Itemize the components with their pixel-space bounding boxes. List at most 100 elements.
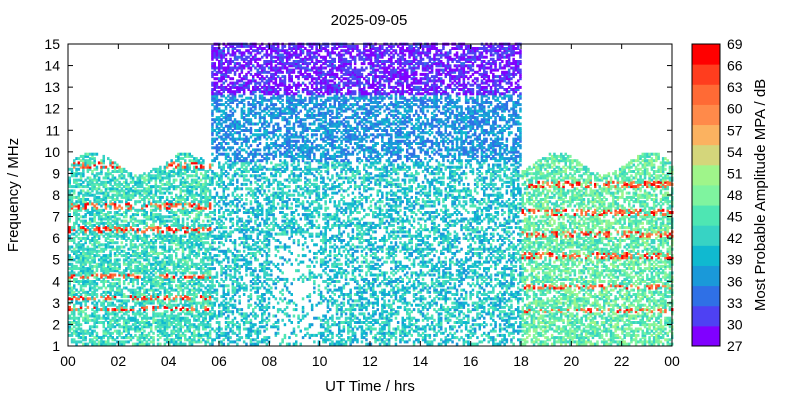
- amplitude-cell: [211, 301, 214, 305]
- amplitude-cell: [116, 299, 119, 303]
- amplitude-cell: [175, 318, 178, 322]
- amplitude-cell: [102, 247, 105, 251]
- amplitude-cell: [116, 262, 119, 266]
- amplitude-cell: [122, 254, 126, 258]
- amplitude-cell: [215, 202, 219, 206]
- amplitude-cell: [168, 260, 171, 264]
- amplitude-cell: [224, 70, 228, 74]
- amplitude-cell: [199, 191, 203, 195]
- amplitude-cell: [168, 297, 171, 301]
- amplitude-cell: [186, 154, 189, 158]
- amplitude-cell: [242, 286, 246, 290]
- amplitude-cell: [254, 338, 257, 342]
- amplitude-cell: [102, 323, 105, 327]
- amplitude-cell: [202, 333, 205, 337]
- amplitude-cell: [229, 163, 232, 167]
- amplitude-cell: [204, 178, 207, 182]
- amplitude-cell: [156, 269, 160, 273]
- amplitude-cell: [152, 301, 155, 305]
- amplitude-cell: [79, 159, 83, 163]
- amplitude-cell: [165, 318, 169, 322]
- amplitude-cell: [179, 342, 182, 346]
- amplitude-cell: [163, 219, 167, 223]
- amplitude-cell: [113, 228, 117, 232]
- amplitude-cell: [208, 232, 212, 236]
- amplitude-cell: [141, 336, 144, 340]
- amplitude-cell: [231, 182, 235, 186]
- amplitude-cell: [247, 303, 250, 307]
- amplitude-cell: [102, 193, 105, 197]
- amplitude-cell: [197, 200, 201, 204]
- amplitude-cell: [208, 280, 212, 283]
- amplitude-cell: [249, 135, 253, 139]
- amplitude-cell: [100, 293, 103, 296]
- amplitude-cell: [215, 92, 219, 96]
- amplitude-cell: [97, 187, 101, 191]
- amplitude-cell: [199, 258, 203, 262]
- amplitude-cell: [227, 47, 230, 50]
- amplitude-cell: [120, 187, 124, 191]
- amplitude-cell: [195, 185, 198, 189]
- amplitude-cell: [73, 338, 76, 342]
- amplitude-cell: [236, 325, 239, 329]
- amplitude-cell: [222, 303, 225, 307]
- amplitude-cell: [134, 260, 137, 264]
- amplitude-cell: [186, 254, 189, 258]
- amplitude-cell: [141, 303, 144, 307]
- amplitude-cell: [75, 182, 78, 186]
- amplitude-cell: [75, 174, 78, 178]
- amplitude-cell: [195, 170, 198, 173]
- amplitude-cell: [125, 200, 128, 204]
- amplitude-cell: [263, 336, 266, 340]
- amplitude-cell: [231, 223, 235, 227]
- amplitude-cell: [177, 333, 180, 337]
- amplitude-cell: [224, 57, 228, 61]
- amplitude-cell: [172, 262, 176, 266]
- amplitude-cell: [190, 200, 194, 204]
- amplitude-cell: [195, 254, 198, 258]
- amplitude-cell: [88, 178, 92, 182]
- amplitude-cell: [109, 273, 112, 277]
- amplitude-cell: [136, 185, 139, 189]
- amplitude-cell: [125, 170, 128, 173]
- amplitude-cell: [218, 64, 221, 68]
- amplitude-cell: [84, 213, 87, 217]
- amplitude-cell: [170, 308, 173, 312]
- amplitude-cell: [186, 208, 189, 212]
- amplitude-cell: [70, 333, 74, 337]
- amplitude-cell: [131, 308, 135, 312]
- amplitude-cell: [143, 299, 146, 303]
- amplitude-cell: [143, 267, 146, 271]
- amplitude-cell: [197, 314, 201, 318]
- amplitude-cell: [122, 282, 126, 286]
- amplitude-cell: [184, 271, 187, 275]
- amplitude-cell: [154, 318, 158, 322]
- amplitude-cell: [120, 301, 124, 305]
- amplitude-cell: [231, 107, 235, 111]
- amplitude-cell: [184, 226, 187, 230]
- amplitude-cell: [82, 264, 85, 268]
- amplitude-cell: [118, 316, 121, 320]
- amplitude-cell: [227, 66, 230, 70]
- amplitude-cell: [254, 72, 257, 76]
- amplitude-cell: [141, 208, 144, 212]
- amplitude-cell: [93, 178, 96, 182]
- amplitude-cell: [229, 57, 232, 61]
- amplitude-cell: [143, 316, 146, 320]
- amplitude-cell: [181, 157, 185, 161]
- amplitude-cell: [145, 189, 148, 193]
- amplitude-cell: [211, 286, 214, 290]
- amplitude-cell: [168, 185, 171, 189]
- amplitude-cell: [177, 336, 180, 340]
- amplitude-cell: [159, 262, 162, 266]
- amplitude-cell: [261, 85, 264, 89]
- amplitude-cell: [172, 202, 176, 206]
- amplitude-cell: [229, 269, 232, 273]
- amplitude-cell: [113, 215, 117, 219]
- amplitude-cell: [95, 195, 99, 199]
- amplitude-cell: [138, 195, 142, 199]
- amplitude-cell: [193, 318, 196, 322]
- amplitude-cell: [229, 96, 232, 100]
- amplitude-cell: [202, 293, 205, 296]
- amplitude-cell: [170, 236, 173, 240]
